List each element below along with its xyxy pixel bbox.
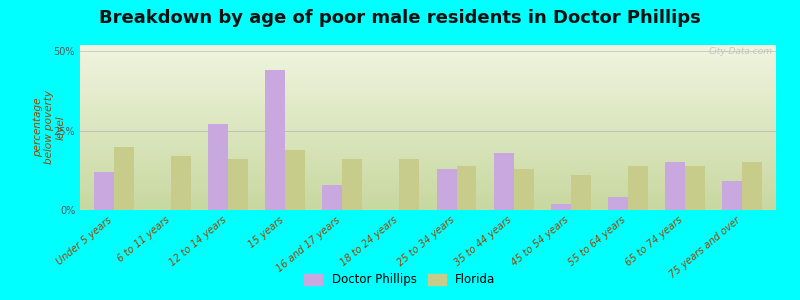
Bar — [685, 166, 705, 210]
Bar — [665, 162, 685, 210]
Bar — [494, 153, 514, 210]
Y-axis label: percentage
below poverty
level: percentage below poverty level — [33, 91, 66, 164]
Bar — [266, 70, 286, 210]
Bar — [742, 162, 762, 210]
Text: City-Data.com: City-Data.com — [709, 46, 773, 56]
Bar — [722, 182, 742, 210]
Bar — [628, 166, 648, 210]
Bar — [570, 175, 590, 210]
Bar — [457, 166, 477, 210]
Text: Breakdown by age of poor male residents in Doctor Phillips: Breakdown by age of poor male residents … — [99, 9, 701, 27]
Bar — [550, 204, 570, 210]
Bar — [114, 146, 134, 210]
Bar — [228, 159, 248, 210]
Bar — [399, 159, 419, 210]
Bar — [608, 197, 628, 210]
Bar — [286, 150, 306, 210]
Bar — [171, 156, 191, 210]
Bar — [322, 184, 342, 210]
Bar — [514, 169, 534, 210]
Legend: Doctor Phillips, Florida: Doctor Phillips, Florida — [300, 269, 500, 291]
Bar — [208, 124, 228, 210]
Bar — [94, 172, 114, 210]
Bar — [437, 169, 457, 210]
Bar — [342, 159, 362, 210]
